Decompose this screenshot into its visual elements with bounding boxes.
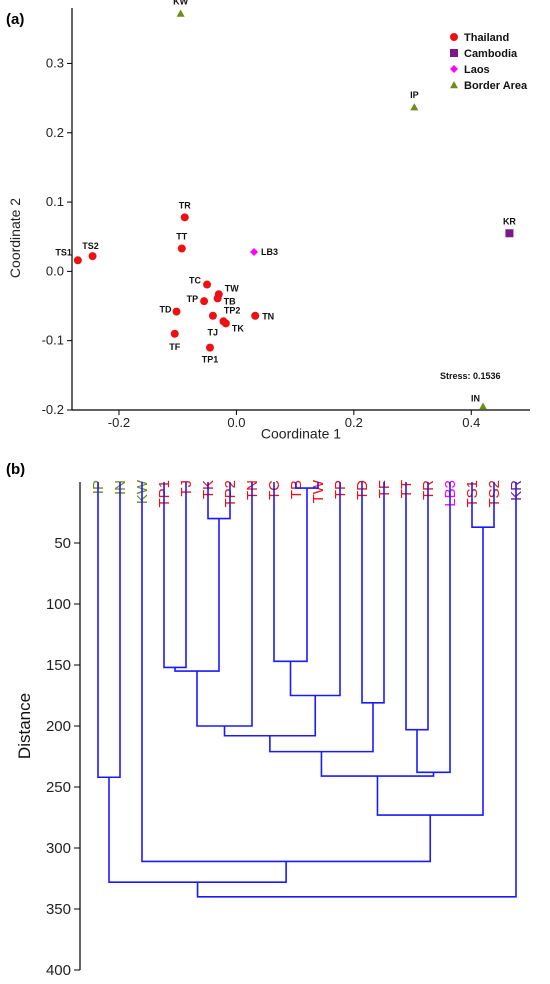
point-label-lb3: LB3 (261, 247, 278, 257)
legend-entry-border-area: Border Area (464, 80, 528, 92)
point-label-ip: IP (410, 90, 419, 100)
dendrogram-y-title: Distance (15, 693, 34, 759)
scatter-y-tick-label: 0.1 (46, 194, 64, 209)
point-label-tp1: TP1 (202, 355, 219, 365)
point-tc (203, 280, 212, 289)
scatter-x-title: Coordinate 1 (261, 425, 341, 441)
scatter-x-tick-label: 0.2 (345, 415, 363, 430)
legend-marker-thailand (450, 33, 458, 41)
point-label-tw: TW (225, 283, 239, 293)
dendrogram-link-m18 (108, 777, 287, 883)
scatter-y-tick-label: -0.1 (42, 333, 64, 348)
point-tp (200, 297, 209, 306)
scatter-y-tick-label: 0.3 (46, 55, 64, 70)
point-label-kw: KW (173, 0, 188, 7)
legend-entry-thailand: Thailand (464, 32, 509, 44)
dendrogram-link-m12 (269, 702, 374, 753)
legend-entry-cambodia: Cambodia (464, 48, 518, 60)
scatter-x-tick-label: 0.0 (227, 415, 245, 430)
dendrogram-link-m19 (196, 482, 517, 898)
dendrogram-y-tick-label: 350 (46, 901, 71, 918)
panel-a-label: (a) (6, 11, 24, 28)
dendrogram-link-m4 (273, 482, 308, 663)
point-tn (251, 311, 260, 320)
scatter-y-tick-label: 0.0 (46, 263, 64, 278)
scatter-legend: Thailand Cambodia Laos Border Area (450, 32, 528, 92)
point-kr (505, 229, 514, 238)
leaf-label-tw: TW (310, 479, 327, 503)
point-in (479, 402, 488, 410)
point-tr (180, 213, 189, 222)
point-label-tr: TR (179, 200, 191, 210)
point-label-tp2: TP2 (224, 306, 241, 316)
point-ts1 (73, 256, 82, 265)
point-label-kr: KR (503, 216, 516, 226)
dendrogram-y-tick-label: 400 (46, 962, 71, 979)
dendrogram-link-m5 (163, 482, 187, 669)
scatter-y-tick-label: 0.2 (46, 125, 64, 140)
point-tp2 (208, 311, 217, 320)
dendrogram-y-tick-label: 150 (46, 657, 71, 674)
point-label-tf: TF (169, 342, 180, 352)
legend-marker-border-area (450, 81, 458, 89)
scatter-x-tick-label: 0.4 (462, 415, 480, 430)
scatter-y-tick-label: -0.2 (42, 402, 64, 417)
panel-a-scatter: (a) -0.2 0.0 0.2 0.4 0.3 0.2 0.1 0.0 -0.1 -0.2 C… (6, 0, 530, 441)
point-label-tc: TC (189, 276, 201, 286)
dendrogram-link-m13 (416, 482, 451, 774)
legend-marker-laos (450, 65, 458, 73)
point-kw (176, 9, 185, 17)
point-label-ts2: TS2 (82, 241, 99, 251)
dendrogram-y-tick-label: 200 (46, 718, 71, 735)
point-tp1 (205, 343, 214, 352)
legend-marker-cambodia (450, 49, 458, 57)
point-tb (213, 294, 222, 303)
stress-annotation: Stress: 0.1536 (440, 371, 501, 381)
point-lb3 (250, 247, 259, 256)
point-label-in: IN (471, 394, 480, 404)
point-label-tp: TP (187, 294, 199, 304)
point-label-tt: TT (176, 232, 187, 242)
point-td (172, 307, 181, 316)
point-label-td: TD (160, 305, 172, 315)
dendrogram-y-tick-label: 300 (46, 840, 71, 857)
dendrogram-link-m10 (405, 482, 429, 731)
point-label-tk: TK (232, 323, 244, 333)
point-ts2 (88, 252, 97, 261)
dendrogram-y-tick-label: 100 (46, 596, 71, 613)
leaf-label-tb: TB (288, 480, 305, 499)
point-label-tn: TN (262, 312, 274, 322)
dendrogram-link-m6 (174, 518, 220, 672)
dendrogram-link-m11 (223, 695, 317, 737)
dendrogram-y-tick-label: 250 (46, 779, 71, 796)
point-label-tb: TB (224, 296, 236, 306)
dendrogram-link-m8 (361, 482, 385, 704)
dendrogram-link-m7 (289, 482, 341, 697)
scatter-y-title: Coordinate 2 (7, 198, 23, 278)
point-tk (221, 319, 230, 328)
scatter-x-tick-label: -0.2 (108, 415, 130, 430)
legend-entry-laos: Laos (464, 64, 490, 76)
panel-b-label: (b) (6, 461, 25, 478)
point-tt (177, 244, 186, 253)
dendrogram-link-m15 (97, 482, 121, 779)
point-tf (170, 329, 179, 338)
point-ip (410, 103, 419, 111)
point-label-ts1: TS1 (55, 247, 72, 257)
dendrogram-y-tick-label: 50 (54, 535, 71, 552)
point-label-tj: TJ (207, 327, 218, 337)
